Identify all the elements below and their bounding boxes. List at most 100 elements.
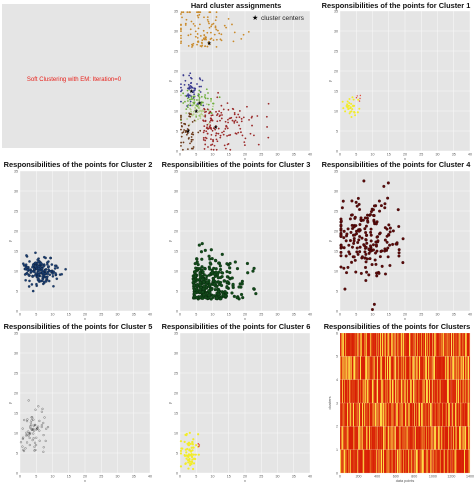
data-point <box>349 230 353 234</box>
heatmap-cell <box>455 356 457 380</box>
heatmap-cell <box>447 356 449 380</box>
data-point <box>240 37 243 40</box>
data-point <box>224 294 228 298</box>
x-tick-label: 25 <box>99 313 103 317</box>
data-point <box>201 101 204 104</box>
data-point <box>203 248 207 252</box>
data-point <box>363 227 367 231</box>
data-point <box>46 261 49 264</box>
data-point <box>221 114 223 116</box>
heatmap-cell <box>397 403 399 427</box>
heatmap-cell <box>439 403 441 427</box>
heatmap-cell <box>394 356 396 380</box>
data-point <box>383 206 387 210</box>
heatmap-cell <box>342 426 344 450</box>
heatmap-cell <box>439 449 441 474</box>
y-axis-label: y <box>328 240 332 242</box>
y-axis-label: y <box>168 402 172 404</box>
data-point <box>217 292 221 296</box>
data-point <box>198 85 201 88</box>
heatmap-cell <box>427 356 429 380</box>
data-point <box>209 110 212 113</box>
heatmap-cell <box>432 356 434 380</box>
data-point <box>190 81 193 84</box>
data-point <box>180 125 183 127</box>
heatmap-cell <box>379 426 381 450</box>
y-tick-label: 20 <box>334 69 338 73</box>
data-point <box>202 138 205 141</box>
data-point <box>187 124 190 127</box>
data-point <box>226 135 228 137</box>
heatmap-cell <box>381 426 383 450</box>
data-point <box>216 114 218 117</box>
heatmap-cell <box>341 403 343 427</box>
heatmap-cell <box>394 333 396 357</box>
x-axis-label: data points <box>396 479 415 483</box>
heatmap-cell <box>379 356 381 380</box>
data-point <box>352 241 356 245</box>
heatmap-cell <box>375 449 377 474</box>
data-point <box>184 22 187 25</box>
data-point <box>44 269 47 273</box>
x-axis-label: x <box>244 157 246 161</box>
heatmap-cell <box>342 449 344 474</box>
heatmap-cell <box>417 403 419 427</box>
heatmap-cell <box>457 403 459 427</box>
data-point <box>200 101 203 104</box>
heatmap-cell <box>400 449 402 474</box>
heatmap-cell <box>457 449 459 474</box>
heatmap-cell <box>381 449 383 474</box>
heatmap-cell <box>432 426 434 450</box>
data-point <box>46 426 50 429</box>
heatmap-cell <box>356 356 358 380</box>
heatmap-cell <box>461 333 463 357</box>
heatmap-cell <box>375 426 377 450</box>
data-point <box>184 100 186 103</box>
heatmap-cell <box>392 356 394 380</box>
heatmap-cell <box>355 426 357 450</box>
x-tick-label: 10 <box>371 313 375 317</box>
heatmap-cell <box>451 356 453 380</box>
heatmap-cell <box>377 426 379 450</box>
data-point <box>189 442 192 446</box>
data-point <box>32 424 35 427</box>
heatmap-cell <box>380 426 382 450</box>
heatmap-cell <box>442 449 444 474</box>
heatmap-cell <box>356 449 358 474</box>
heatmap-cell <box>453 333 455 357</box>
heatmap-cell <box>437 426 439 450</box>
heatmap-cell <box>388 426 390 450</box>
data-point <box>364 279 368 282</box>
data-point <box>359 271 363 275</box>
heatmap-cell <box>425 333 427 357</box>
data-point <box>364 245 368 249</box>
data-point <box>51 275 55 278</box>
data-point <box>49 270 52 273</box>
heatmap-cell <box>429 333 431 357</box>
data-point <box>191 449 194 452</box>
heatmap-cell <box>435 333 437 357</box>
heatmap-cell <box>456 449 458 474</box>
data-point <box>339 254 343 258</box>
data-point <box>22 262 25 265</box>
heatmap-cell <box>410 449 412 474</box>
data-point <box>209 126 212 129</box>
x-tick-label: 35 <box>132 475 136 479</box>
data-point <box>216 140 219 143</box>
data-point <box>233 113 236 116</box>
data-point <box>347 243 351 247</box>
data-point <box>42 434 45 437</box>
y-tick-label: 10 <box>174 109 178 113</box>
heatmap-cell <box>356 333 358 357</box>
data-point <box>369 227 373 231</box>
data-point <box>38 439 41 442</box>
data-point <box>220 39 223 42</box>
data-point <box>348 217 352 221</box>
data-point <box>38 419 41 422</box>
heatmap-cell <box>420 333 422 357</box>
x-tick-label: 0 <box>179 313 181 317</box>
heatmap-cell <box>391 426 393 450</box>
data-point <box>251 269 255 273</box>
data-point <box>202 120 205 122</box>
data-point <box>190 96 193 99</box>
